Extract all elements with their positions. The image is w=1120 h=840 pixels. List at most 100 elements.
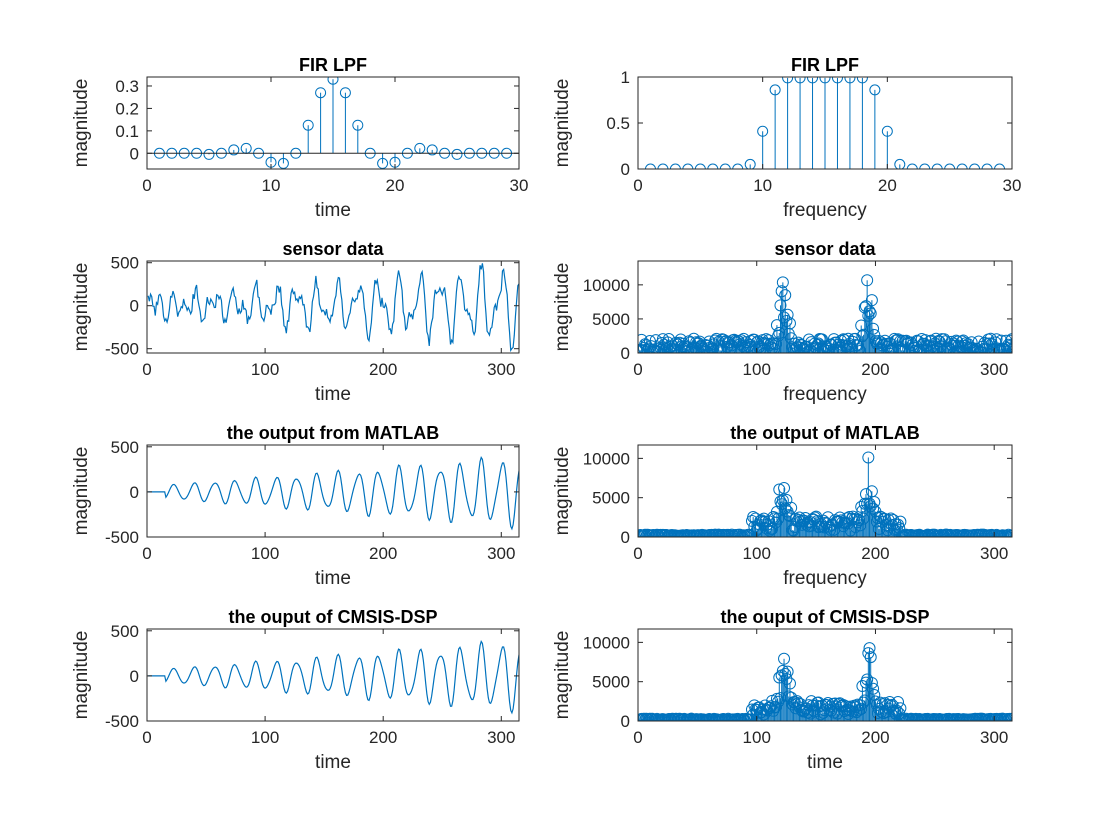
stem-marker	[825, 704, 838, 717]
x-tick-label: 100	[251, 544, 279, 563]
stem-marker	[868, 496, 881, 509]
x-tick-label: 0	[633, 176, 642, 195]
chart-title: FIR LPF	[299, 55, 367, 75]
stem-marker	[906, 163, 918, 169]
stem-marker	[776, 664, 789, 677]
y-tick-label: 500	[111, 438, 139, 457]
y-tick-label: 5000	[592, 310, 630, 329]
y-tick-label: 500	[111, 622, 139, 641]
stem-marker	[426, 144, 438, 156]
x-tick-label: 0	[633, 360, 642, 379]
stem-marker	[861, 274, 874, 287]
chart-title: the ouput of CMSIS-DSP	[721, 607, 930, 627]
stem-marker	[1003, 340, 1012, 353]
stem-marker	[744, 158, 756, 169]
stem-marker	[867, 502, 880, 515]
stem-marker	[694, 163, 706, 169]
y-axis-label: magnitude	[552, 447, 573, 536]
stem-marker	[657, 163, 669, 169]
stem-marker	[682, 163, 694, 169]
stem-marker	[776, 276, 789, 289]
plot-area	[638, 451, 1012, 537]
stem-marker	[1002, 338, 1012, 351]
y-tick-label: 0	[621, 528, 630, 547]
stem-marker	[919, 163, 931, 169]
stem-marker	[874, 696, 887, 709]
stem-marker	[780, 673, 793, 686]
stem-marker	[327, 77, 339, 85]
y-tick-label: 10000	[583, 633, 630, 652]
plot-area	[147, 263, 519, 353]
stem-marker	[894, 515, 907, 528]
y-tick-label: 0	[130, 667, 139, 686]
stem-marker	[773, 483, 786, 496]
stem-marker	[1006, 712, 1012, 721]
y-tick-label: 10000	[583, 449, 630, 468]
x-axis-label: frequency	[783, 200, 867, 221]
x-tick-label: 300	[487, 544, 515, 563]
stem-marker	[863, 642, 876, 655]
x-axis-label: time	[807, 752, 843, 773]
stem-marker	[760, 333, 773, 346]
plot-area	[638, 274, 1012, 353]
plot-area	[638, 642, 1012, 721]
stem-marker	[931, 163, 943, 169]
stem-marker	[864, 651, 877, 664]
y-tick-label: 0	[130, 144, 139, 163]
stem-marker	[451, 148, 463, 160]
stem-marker	[781, 308, 794, 321]
y-tick-label: 0	[130, 297, 139, 316]
x-axis-label: frequency	[783, 568, 867, 589]
stem-marker	[302, 119, 314, 131]
x-tick-label: 0	[142, 728, 151, 747]
stem-marker	[867, 322, 880, 335]
stem-marker	[944, 163, 956, 169]
stem-marker	[1002, 528, 1012, 537]
stem-marker	[876, 698, 889, 711]
stem-marker	[862, 451, 875, 464]
x-axis-label: time	[315, 384, 351, 405]
stem-marker	[892, 333, 905, 346]
x-tick-label: 100	[743, 728, 771, 747]
y-axis-label: magnitude	[552, 79, 573, 168]
y-tick-label: 0.1	[115, 122, 139, 141]
stem-marker	[963, 342, 976, 353]
stem-marker	[836, 699, 849, 712]
x-tick-label: 300	[487, 360, 515, 379]
x-tick-label: 20	[386, 176, 405, 195]
stem-marker	[228, 144, 240, 156]
y-axis-label: magnitude	[71, 631, 92, 720]
y-tick-label: 0.5	[606, 114, 630, 133]
y-tick-label: 1	[621, 68, 630, 87]
subplot-6: 0 100 200 300 0 5000 10000 the output of MATLAB…	[552, 423, 1013, 589]
x-tick-label: 200	[861, 360, 889, 379]
stem-marker	[669, 163, 681, 169]
x-axis-label: frequency	[783, 384, 867, 405]
x-tick-label: 100	[743, 360, 771, 379]
stem-marker	[868, 328, 881, 341]
stem-marker	[719, 163, 731, 169]
plot-area	[638, 77, 1012, 169]
y-tick-label: -500	[105, 340, 139, 359]
x-tick-label: 30	[510, 176, 529, 195]
y-axis-label: magnitude	[71, 263, 92, 352]
y-axis-label: magnitude	[71, 79, 92, 168]
x-tick-label: 10	[753, 176, 772, 195]
stem-marker	[644, 163, 656, 169]
stem-marker	[203, 148, 215, 160]
plot-area	[147, 77, 519, 169]
x-tick-label: 100	[251, 728, 279, 747]
stem-marker	[863, 305, 876, 318]
stem-marker	[911, 334, 924, 347]
y-tick-label: 10000	[583, 276, 630, 295]
stem-marker	[865, 676, 878, 689]
stem-marker	[1006, 529, 1012, 537]
y-tick-label: 0	[621, 712, 630, 731]
plot-area	[148, 640, 519, 715]
stem-marker	[707, 163, 719, 169]
y-axis-label: magnitude	[552, 263, 573, 352]
stem-marker	[710, 332, 723, 345]
